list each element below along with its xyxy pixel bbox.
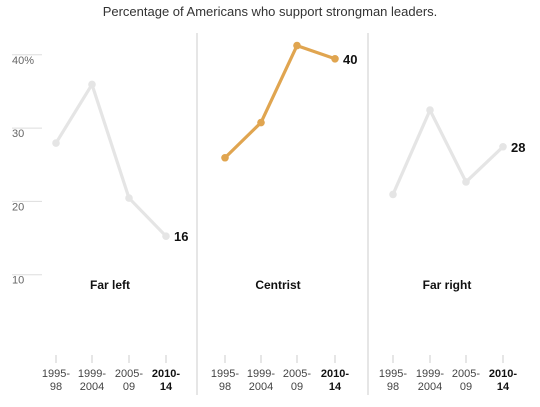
end-value-label: 40 bbox=[343, 52, 357, 67]
x-tick-label-3: 2010- bbox=[152, 368, 180, 380]
data-point-0 bbox=[52, 139, 60, 147]
y-tick-label-1: 30 bbox=[12, 128, 24, 140]
data-point-3 bbox=[499, 142, 507, 151]
panel-centrist: 1995-98 1999-2004 2005-09 2010-14 40 Centrist bbox=[211, 41, 357, 393]
x-tick-label-1-line2: 2004 bbox=[249, 381, 273, 393]
x-tick-label-1-line2: 2004 bbox=[418, 381, 442, 393]
panel-far-right: 1995-98 1999-2004 2005-09 2010-14 28 Far righ… bbox=[379, 106, 525, 393]
x-tick-label-0: 1995- bbox=[42, 368, 70, 380]
x-tick-label-3-line2: 14 bbox=[160, 381, 173, 393]
panel-dividers bbox=[196, 33, 369, 395]
x-tick-label-1: 1999- bbox=[78, 368, 106, 380]
y-tick-label-3: 10 bbox=[12, 275, 24, 287]
x-tick-label-2-line2: 09 bbox=[123, 381, 135, 393]
data-point-2 bbox=[462, 178, 470, 186]
y-axis: 40% 30 20 10 bbox=[12, 54, 42, 287]
data-point-2 bbox=[293, 41, 301, 50]
chart-title: Percentage of Americans who support stro… bbox=[102, 4, 438, 19]
series-line bbox=[223, 44, 337, 160]
x-tick-label-2: 2005- bbox=[452, 368, 480, 380]
panel-label: Far right bbox=[423, 278, 472, 292]
x-tick-label-0-line2: 98 bbox=[219, 381, 231, 393]
x-tick-label-3-line2: 14 bbox=[329, 381, 342, 393]
x-tick-label-2: 2005- bbox=[283, 368, 311, 380]
data-point-2 bbox=[125, 194, 133, 202]
x-tick-label-1-line2: 2004 bbox=[80, 381, 104, 393]
y-tick-label-2: 20 bbox=[12, 201, 24, 213]
panel-label: Centrist bbox=[255, 278, 300, 292]
x-tick-label-3: 2010- bbox=[321, 368, 349, 380]
x-tick-label-2: 2005- bbox=[115, 368, 143, 380]
x-tick-label-3-line2: 14 bbox=[497, 381, 510, 393]
x-tick-label-2-line2: 09 bbox=[460, 381, 472, 393]
y-tick-label-0: 40% bbox=[12, 55, 34, 67]
x-tick-label-2-line2: 09 bbox=[291, 381, 303, 393]
data-point-3 bbox=[162, 232, 170, 240]
series-line bbox=[391, 108, 505, 197]
data-point-1 bbox=[426, 106, 434, 114]
x-tick-label-0: 1995- bbox=[379, 368, 407, 380]
end-value-label: 16 bbox=[174, 229, 188, 244]
end-value-label: 28 bbox=[511, 140, 525, 155]
panel-far-left: 1995-98 1999-2004 2005-09 2010-14 16 Far left bbox=[42, 80, 188, 393]
data-point-0 bbox=[221, 153, 229, 162]
data-point-3 bbox=[331, 55, 339, 63]
x-tick-label-0: 1995- bbox=[211, 368, 239, 380]
panel-label: Far left bbox=[90, 278, 130, 292]
x-tick-label-0-line2: 98 bbox=[50, 381, 62, 393]
x-tick-label-1: 1999- bbox=[416, 368, 444, 380]
x-tick-label-0-line2: 98 bbox=[387, 381, 399, 393]
data-point-1 bbox=[257, 118, 265, 127]
x-tick-label-1: 1999- bbox=[247, 368, 275, 380]
data-point-0 bbox=[389, 190, 397, 199]
x-tick-label-3: 2010- bbox=[489, 368, 517, 380]
series-line bbox=[54, 82, 168, 238]
data-point-1 bbox=[88, 80, 96, 89]
